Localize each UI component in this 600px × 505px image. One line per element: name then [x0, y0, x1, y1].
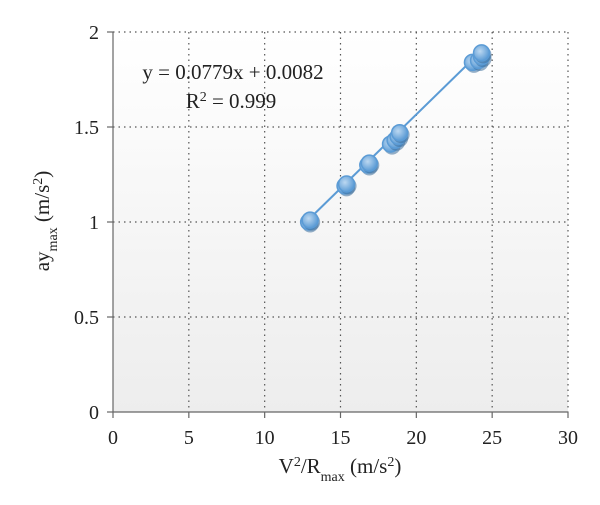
- y-tick-label: 0.5: [74, 307, 99, 329]
- y-tick-label: 0: [89, 402, 99, 424]
- x-tick-label: 25: [482, 427, 502, 449]
- y-axis-label: aymax (m/s2): [30, 171, 61, 272]
- data-points: [299, 44, 492, 233]
- y-tick-label: 1.5: [74, 117, 99, 139]
- x-tick-label: 10: [255, 427, 275, 449]
- x-tick-label: 0: [108, 427, 118, 449]
- x-tick-label: 15: [331, 427, 351, 449]
- trendline-equation: y = 0.0779x + 0.0082: [142, 60, 323, 84]
- data-point: [390, 123, 409, 142]
- data-point: [360, 154, 379, 172]
- y-tick-labels: 0 0.5 1 1.5 2: [74, 22, 99, 424]
- y-tick-label: 1: [89, 212, 99, 234]
- data-point: [337, 175, 356, 193]
- axes: [107, 31, 569, 418]
- x-tick-label: 20: [406, 427, 426, 449]
- data-point: [472, 44, 491, 62]
- data-point: [301, 211, 319, 229]
- plot-area: [113, 32, 568, 412]
- y-tick-label: 2: [89, 22, 99, 44]
- x-tick-label: 30: [558, 427, 578, 449]
- r-squared-label: R2 = 0.999: [186, 89, 277, 113]
- x-axis-label: V2/Rmax (m/s2): [279, 454, 402, 485]
- x-tick-labels: 0 5 10 15 20 25 30: [108, 427, 578, 449]
- x-tick-label: 5: [184, 427, 194, 449]
